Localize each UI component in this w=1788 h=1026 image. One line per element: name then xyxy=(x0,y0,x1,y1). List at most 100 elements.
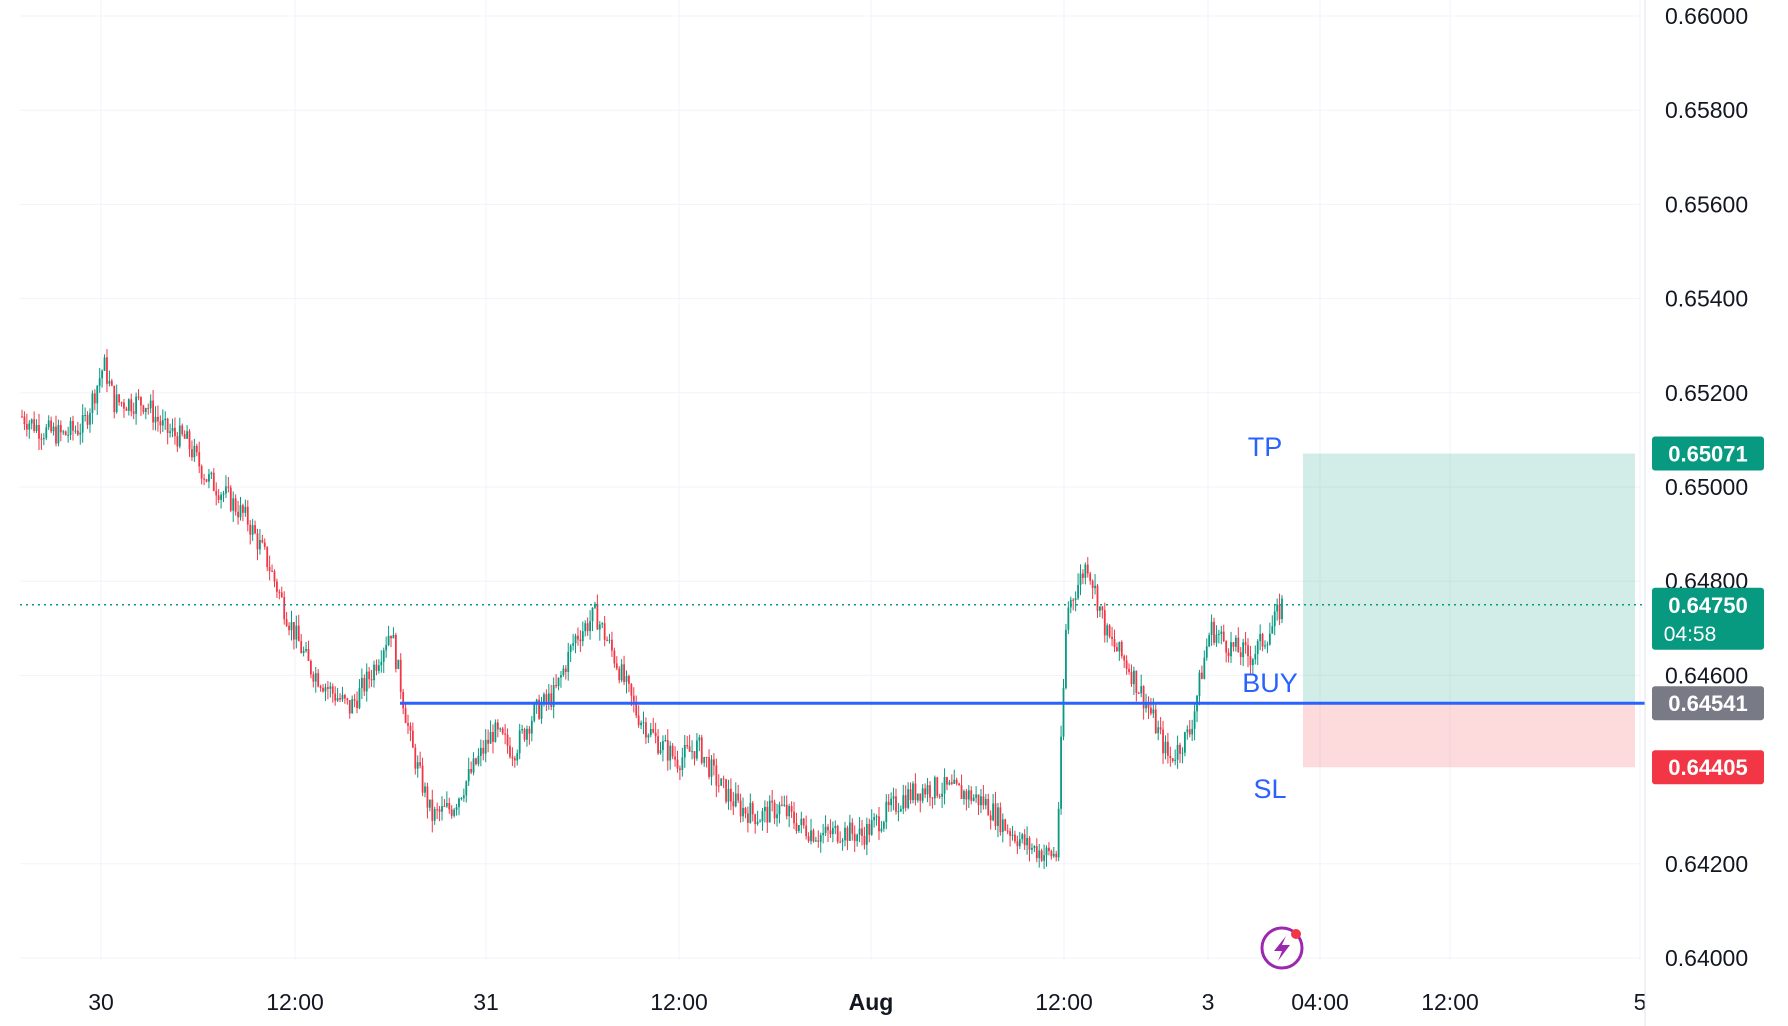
candle-body xyxy=(1259,633,1262,642)
candle-body xyxy=(1113,639,1116,648)
candle-body xyxy=(232,498,235,511)
candle-body xyxy=(1247,645,1249,657)
candle-body xyxy=(52,426,55,432)
candle-body xyxy=(654,732,657,737)
candle-body xyxy=(50,420,53,432)
tp-label: TP xyxy=(1248,432,1283,462)
entry-price-label-bg xyxy=(1652,686,1764,721)
candle-body xyxy=(873,817,876,821)
candle-body xyxy=(1159,727,1162,730)
candle-body xyxy=(305,649,307,651)
candle-body xyxy=(543,694,545,705)
candle-body xyxy=(1152,709,1155,714)
candle-body xyxy=(846,827,849,841)
price-tick-label: 0.65600 xyxy=(1665,191,1748,217)
candle-body xyxy=(1162,729,1164,754)
candle-body xyxy=(203,478,205,480)
candle-body xyxy=(1271,626,1274,634)
candle-body xyxy=(848,822,851,841)
candle-body xyxy=(975,794,978,798)
candle-body xyxy=(526,728,528,740)
candle-body xyxy=(946,777,948,785)
candle-body xyxy=(404,708,407,723)
candle-body xyxy=(390,635,392,639)
grid xyxy=(20,0,1641,960)
candle-body xyxy=(720,778,723,786)
candle-body xyxy=(1273,611,1276,627)
candle-body xyxy=(302,650,305,653)
candle-body xyxy=(188,431,191,450)
candle-body xyxy=(96,385,99,404)
candle-body xyxy=(713,759,715,766)
lightning-icon[interactable] xyxy=(1260,926,1304,970)
candle-body xyxy=(1031,847,1033,850)
candle-body xyxy=(363,677,366,692)
candle-body xyxy=(632,695,635,702)
candle-body xyxy=(35,424,38,431)
candle-body xyxy=(159,421,162,426)
candle-body xyxy=(273,571,276,582)
candle-body xyxy=(382,650,385,662)
candle-body xyxy=(1004,819,1007,831)
candle-body xyxy=(686,744,689,747)
candle-body xyxy=(608,639,611,641)
candle-body xyxy=(450,809,453,816)
candle-body xyxy=(1108,625,1111,637)
candle-body xyxy=(431,799,434,821)
candle-body xyxy=(761,811,764,822)
candle-body xyxy=(341,695,344,700)
candle-body xyxy=(1086,564,1089,574)
candle-body xyxy=(1276,604,1279,612)
candle-body xyxy=(42,438,45,440)
candle-body xyxy=(994,803,997,827)
price-tick-label: 0.65800 xyxy=(1665,97,1748,123)
candle-body xyxy=(1018,839,1021,847)
candle-body xyxy=(649,728,652,736)
candle-body xyxy=(671,745,674,757)
time-tick-label: 5 xyxy=(1634,989,1647,1015)
candle-body xyxy=(696,740,698,759)
candle-body xyxy=(1067,607,1070,630)
candle-body xyxy=(1101,606,1104,611)
price-labels: TP BUY SL 0.65071 0.64541 0.64405 0.64750 04:58 xyxy=(1242,432,1764,970)
candle-body xyxy=(186,431,188,439)
sl-label: SL xyxy=(1253,774,1286,804)
candle-body xyxy=(137,396,140,398)
candle-body xyxy=(698,737,701,741)
candle-body xyxy=(567,651,570,673)
candle-body xyxy=(101,370,104,379)
candle-body xyxy=(727,788,730,802)
candle-body xyxy=(268,567,271,571)
candle-body xyxy=(38,424,40,439)
candle-body xyxy=(399,659,402,692)
candle-body xyxy=(62,431,65,433)
candle-body xyxy=(1198,672,1201,696)
candle-body xyxy=(339,698,341,700)
candle-body xyxy=(899,808,902,812)
candle-body xyxy=(999,807,1002,833)
candle-body xyxy=(108,380,111,384)
candle-body xyxy=(751,802,754,815)
candle-body xyxy=(863,836,866,845)
candle-body xyxy=(987,798,990,816)
price-candles xyxy=(21,349,1283,869)
candle-body xyxy=(312,674,315,682)
candle-body xyxy=(904,795,907,808)
candle-body xyxy=(307,649,310,661)
candle-body xyxy=(545,694,548,702)
candle-body xyxy=(788,806,791,817)
candle-body xyxy=(448,802,451,810)
candle-body xyxy=(637,715,640,726)
candle-body xyxy=(618,668,621,681)
entry-price-label: 0.64541 xyxy=(1668,691,1748,716)
candle-body xyxy=(662,741,664,751)
candle-body xyxy=(368,671,371,680)
candle-body xyxy=(831,828,834,835)
candle-body xyxy=(970,790,973,801)
candle-body xyxy=(674,756,676,760)
candle-body xyxy=(499,728,502,730)
candle-body xyxy=(331,686,334,694)
candle-body xyxy=(705,757,708,759)
